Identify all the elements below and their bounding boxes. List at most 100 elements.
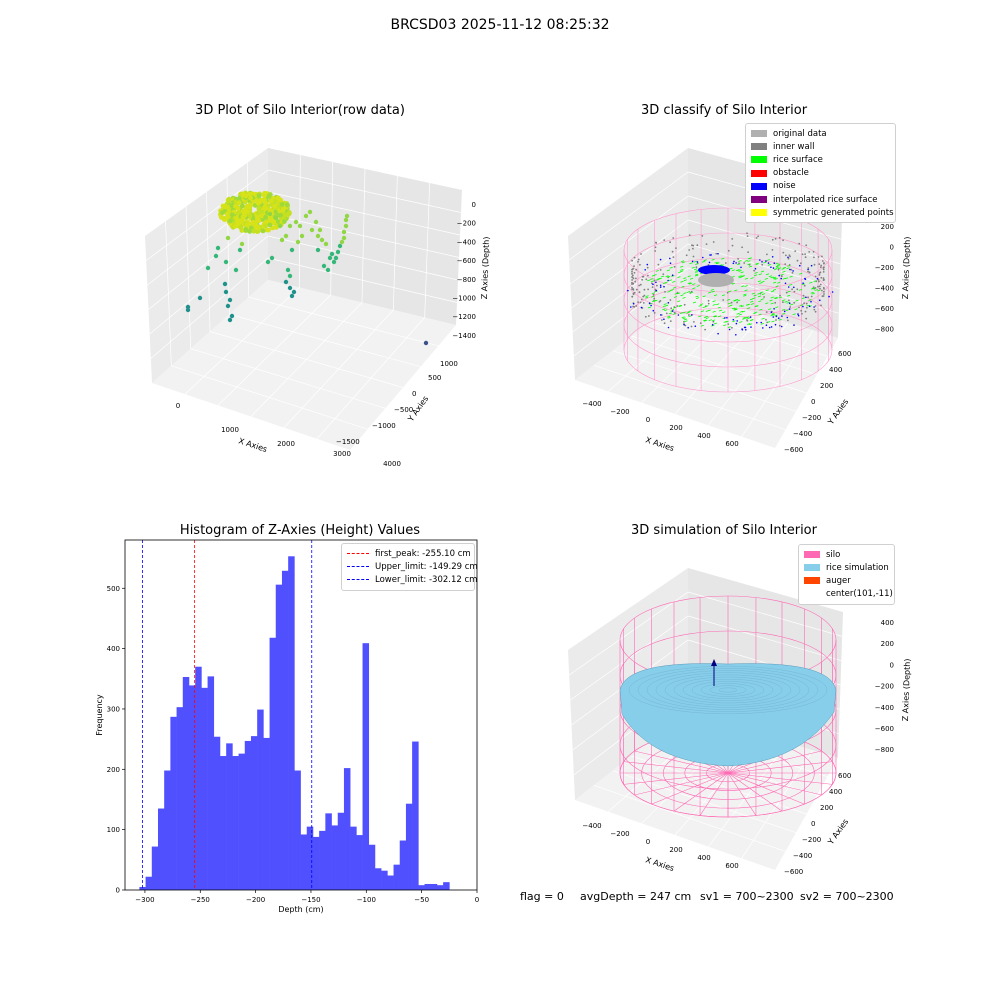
plot2-y-tick-label: 200 — [820, 382, 833, 390]
plot1-x-label: X Axies — [237, 436, 268, 454]
plot4-rice-mesh-ring — [637, 668, 819, 712]
plot2-inner-wall-point — [639, 263, 641, 266]
histogram-title: Histogram of Z-Axies (Height) Values — [179, 523, 421, 538]
plot1-data-point — [268, 218, 274, 224]
plot1-z-tick-label: −800 — [457, 276, 476, 284]
plot2-inner-wall-point — [791, 272, 794, 274]
plot2-rice-surface-point — [777, 267, 782, 270]
histogram-y-tick-label: 200 — [107, 766, 120, 774]
legend-swatch — [804, 591, 820, 598]
plot1-x-tick-label: 1000 — [221, 426, 239, 434]
plot2-rice-surface-point — [811, 287, 815, 289]
plot2-inner-wall-point — [822, 277, 825, 280]
plot2-inner-wall-point — [796, 288, 799, 291]
plot2-rice-surface-point — [666, 269, 671, 272]
plot2-rice-surface-point — [811, 292, 815, 295]
plot2-rice-surface-point — [705, 317, 709, 319]
histogram-bar — [288, 556, 295, 890]
plot2-inner-wall-point — [821, 295, 824, 298]
plot2-rice-surface-point — [695, 274, 699, 277]
plot2-inner-wall-point — [731, 238, 734, 240]
plot1-data-point — [227, 218, 233, 224]
histogram-bar — [306, 826, 314, 890]
plot2-inner-wall-point — [731, 244, 734, 247]
plot1-data-point — [267, 222, 273, 228]
plot4-title: 3D simulation of Silo Interior — [631, 523, 817, 538]
plot2-noise-point — [771, 255, 774, 258]
legend-swatch — [751, 169, 767, 177]
plot4-rice-mesh-ring — [709, 685, 747, 695]
plot2-noise-point — [765, 324, 768, 327]
plot2-inner-wall-point — [779, 294, 781, 297]
plot2-rice-surface-point — [744, 277, 749, 280]
plot2-noise-point — [762, 327, 764, 329]
plot2-rice-surface-point — [664, 281, 668, 284]
plot2-rice-surface-point — [684, 320, 688, 323]
plot1-data-point — [263, 214, 268, 220]
plot2-rice-surface-point — [739, 321, 743, 323]
plot2-rice-surface-point — [682, 317, 686, 320]
plot2-inner-wall-point — [631, 259, 633, 262]
histogram-legend: first_peak: -255.10 cm Upper_limit: -149.… — [341, 543, 478, 591]
plot2-noise-point — [760, 321, 762, 324]
plot2-rice-surface-point — [708, 291, 712, 294]
plot2-inner-wall-point — [791, 288, 793, 291]
plot2-rice-surface-point — [780, 273, 784, 276]
plot2-rice-surface-point — [806, 304, 810, 307]
plot1-data-point — [303, 213, 309, 219]
plot2-inner-wall-point — [820, 276, 823, 279]
plot2-noise-point — [788, 308, 791, 310]
plot2-noise-point — [805, 296, 807, 299]
plot2-rice-surface-point — [662, 305, 667, 308]
plot4-y-tick-label: 0 — [811, 820, 815, 828]
plot2-rice-surface-point — [671, 275, 675, 277]
plot2-noise-point — [754, 267, 757, 270]
plot2-rice-surface-point — [731, 282, 735, 285]
plot2-rice-surface-point — [698, 315, 702, 318]
plot2-inner-wall-point — [808, 271, 811, 274]
plot2-noise-point — [774, 323, 777, 326]
plot1-data-point — [307, 209, 313, 215]
plot2-rice-surface-point — [711, 258, 715, 261]
plot2-rice-surface-point — [738, 260, 742, 262]
plot2-inner-wall-point — [821, 260, 824, 262]
legend-label: inner wall — [773, 141, 815, 152]
plot1-data-point — [267, 192, 273, 197]
plot1-data-point — [205, 265, 211, 271]
plot2-rice-surface-point — [734, 289, 738, 292]
plot2-noise-point — [773, 308, 775, 310]
plot1-y-tick-label: −500 — [394, 406, 413, 414]
plot2-rice-surface-point — [663, 303, 667, 305]
plot2-rice-surface-point — [647, 279, 651, 282]
plot2-rice-surface-point — [669, 289, 673, 292]
plot2-rice-surface-point — [702, 295, 706, 298]
plot2-inner-wall-point — [643, 288, 646, 291]
plot2-noise-point — [694, 325, 697, 328]
plot2-rice-surface-point — [772, 281, 777, 284]
plot4-rice-mesh-ring — [664, 674, 792, 706]
plot2-noise-point — [768, 326, 771, 329]
plot1-data-point — [343, 223, 349, 229]
plot2-original-data-cluster — [698, 273, 734, 287]
plot2-inner-wall-point — [818, 285, 821, 288]
plot4-rice-mesh-ring — [700, 683, 756, 697]
histogram-bar — [436, 885, 444, 890]
plot1-data-point — [295, 239, 301, 245]
plot2-inner-wall-point — [632, 282, 635, 285]
plot1-data-point — [273, 225, 279, 230]
plot2-noise-point — [778, 274, 780, 277]
plot2-y-tick-label: −400 — [793, 430, 812, 438]
plot2-rice-surface-point — [673, 296, 678, 298]
plot2-rice-surface-point — [771, 313, 775, 315]
plot1-data-point — [343, 217, 349, 223]
plot2-inner-wall-point — [690, 325, 693, 328]
plot2-rice-surface-point — [681, 285, 685, 288]
plot2-rice-surface-point — [726, 299, 731, 301]
plot2-rice-surface-point — [781, 308, 786, 311]
plot2-z-tick-label: −600 — [875, 305, 894, 313]
plot2-noise-point — [710, 254, 712, 256]
plot1-data-point — [267, 211, 273, 217]
plot2-rice-surface-point — [778, 296, 783, 299]
plot2-rice-surface-point — [735, 298, 739, 301]
plot2-rice-surface-point — [760, 298, 764, 301]
